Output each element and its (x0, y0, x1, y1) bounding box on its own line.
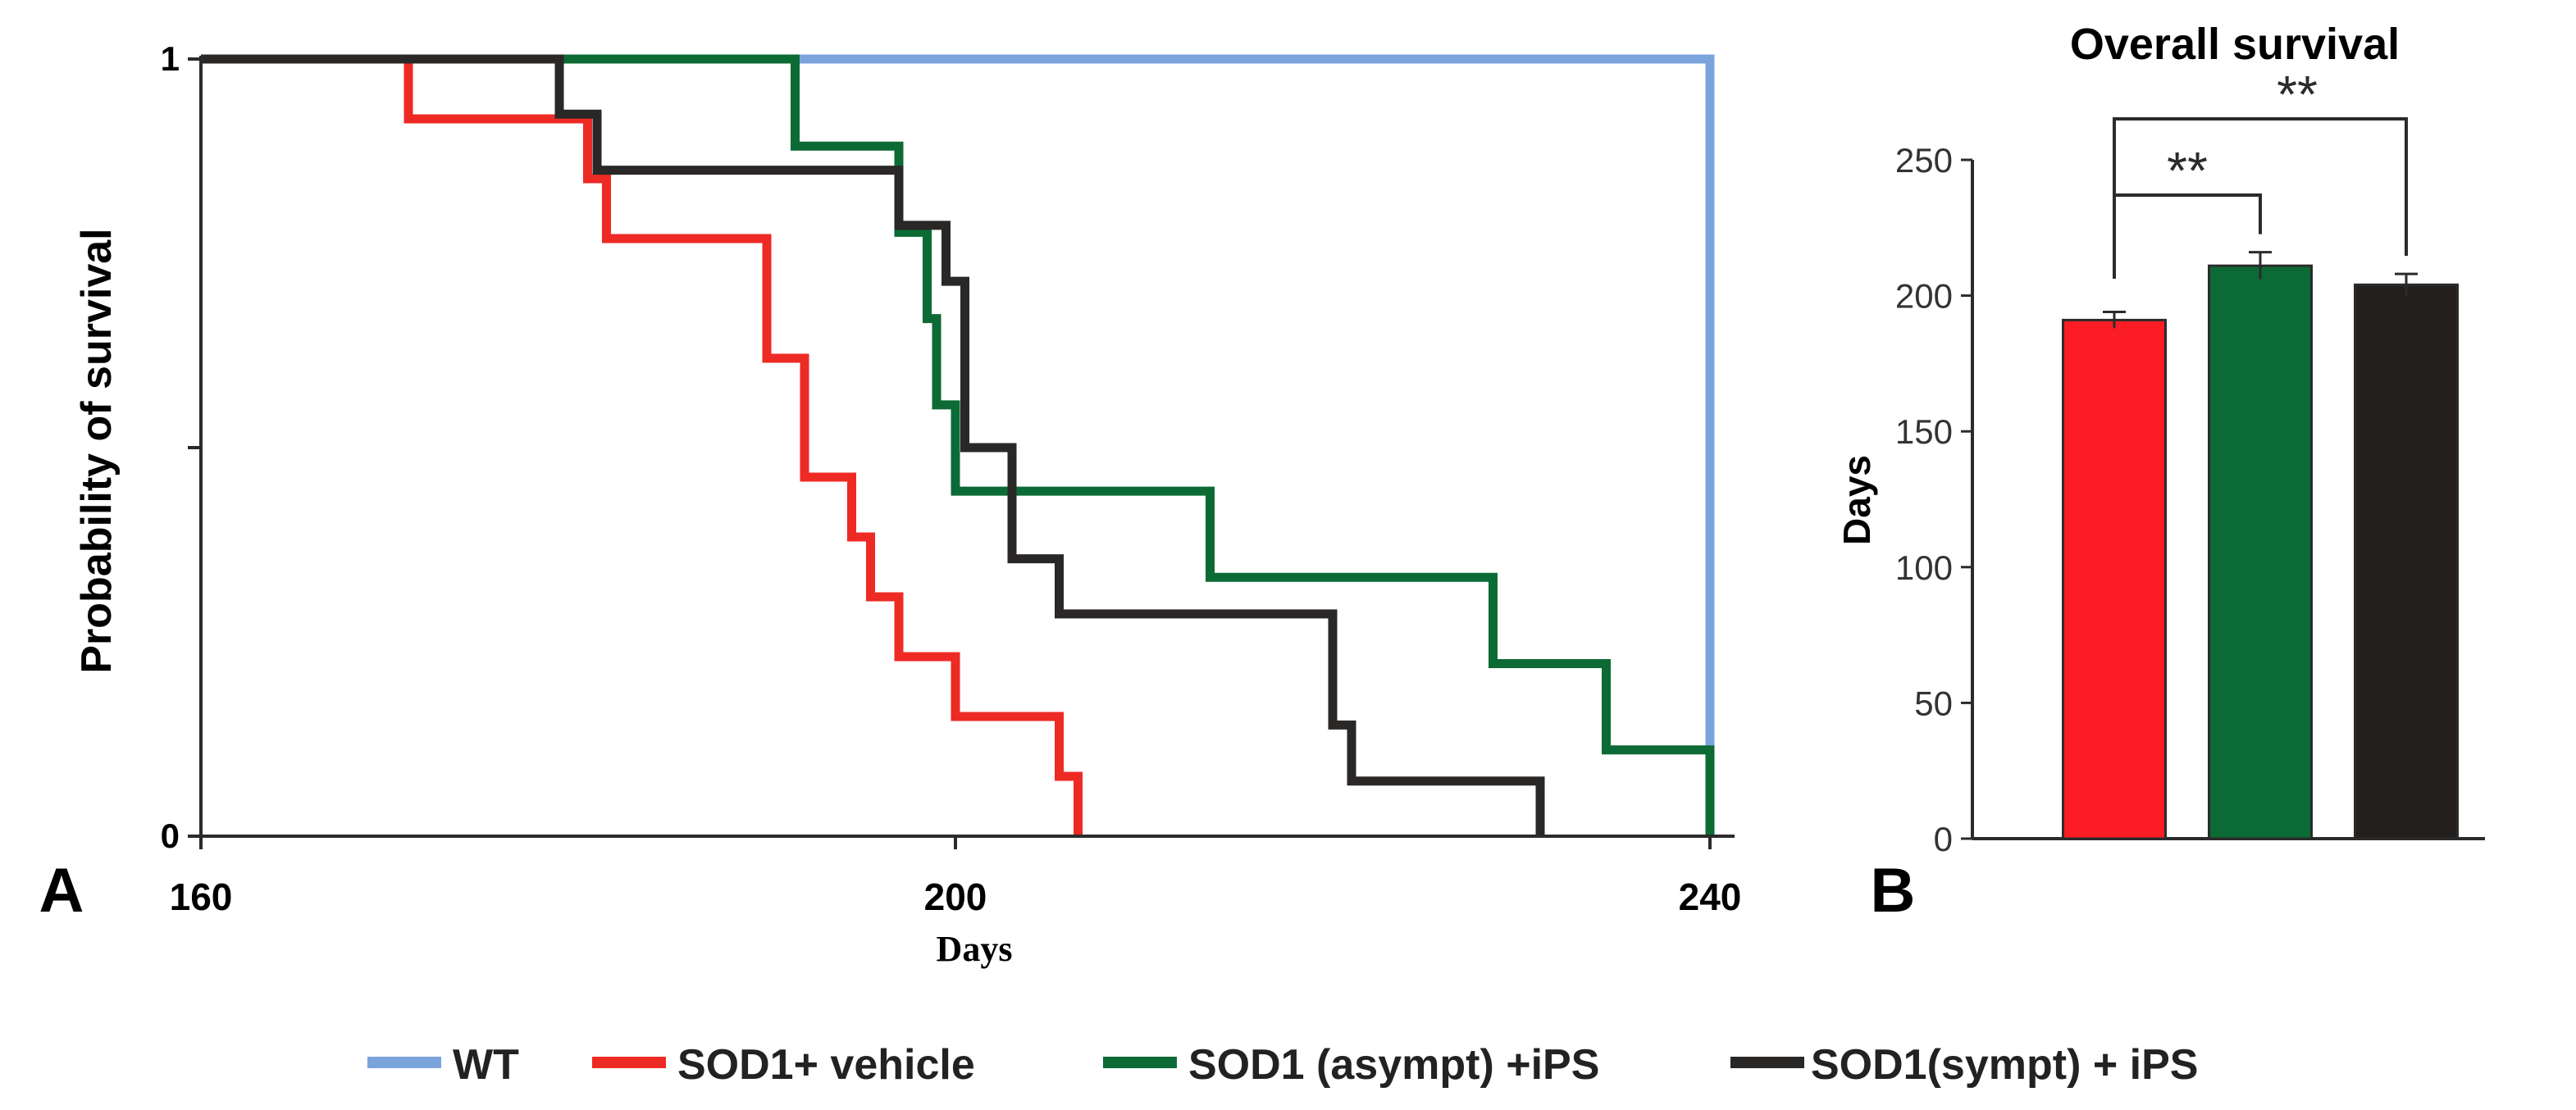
legend-item-sod1-sympt-ips: SOD1(sympt) + iPS (1730, 1041, 2198, 1089)
significance-brackets: ** ** (2113, 65, 2408, 279)
bar-y-tick-label: 0 (1934, 820, 1953, 858)
bar-y-tick-label: 100 (1895, 548, 1953, 587)
legend-label-wt: WT (453, 1041, 519, 1089)
significance-bracket (2113, 117, 2408, 271)
series-line-sod1-sympt-ips (201, 54, 1545, 836)
legend-label-sod1-vehicle: SOD1+ vehicle (677, 1041, 975, 1089)
survival-x-tick-label: 240 (1679, 876, 1742, 918)
panel-b-label: B (1871, 856, 1916, 926)
bar-y-tick-label: 250 (1895, 141, 1953, 180)
legend-item-sod1-asympt-ips: SOD1 (asympt) +iPS (1103, 1041, 1599, 1089)
legend: WT SOD1+ vehicle SOD1 (asympt) +iPS SOD1… (367, 1041, 2198, 1089)
series-line-sod1-asympt-ips (201, 54, 1715, 836)
bar-sod1-asympt-ips (2208, 264, 2313, 840)
bar-axes: 0 50 100 150 200 250 (1895, 141, 2485, 858)
survival-y-tick-label: 0 (161, 817, 180, 855)
bar-sod1-vehicle (2062, 318, 2167, 840)
overall-survival-panel: Overall survival Days 0 50 100 150 200 250 **… (1835, 20, 2485, 926)
bar-y-axis-label: Days (1835, 455, 1878, 545)
survival-x-tick-label: 160 (170, 876, 233, 918)
survival-x-tick-label: 200 (924, 876, 987, 918)
significance-label: ** (2277, 65, 2318, 124)
legend-item-sod1-vehicle: SOD1+ vehicle (592, 1041, 975, 1089)
bar-y-tick-label: 200 (1895, 277, 1953, 316)
survival-curves (201, 54, 1715, 836)
bars (2062, 251, 2459, 840)
bar-sod1-sympt-ips (2354, 283, 2459, 840)
legend-label-sod1-asympt-ips: SOD1 (asympt) +iPS (1188, 1041, 1599, 1089)
bar-y-tick-label: 150 (1895, 412, 1953, 451)
panel-a-label: A (39, 856, 84, 926)
bar-y-tick-label: 50 (1914, 684, 1953, 722)
survival-y-axis-label: Probability of survival (73, 228, 121, 673)
legend-item-wt: WT (367, 1041, 519, 1089)
survival-axes: 0 1 160 200 240 (161, 39, 1742, 918)
significance-label: ** (2167, 141, 2208, 200)
bar-chart-title: Overall survival (2070, 20, 2400, 69)
survival-x-axis-label: Days (937, 929, 1013, 969)
series-line-sod1-vehicle (201, 54, 1083, 836)
survival-curve-panel: 0 1 160 200 240 Probability of survival Days… (39, 39, 1742, 969)
survival-y-tick-label: 1 (161, 39, 180, 78)
legend-label-sod1-sympt-ips: SOD1(sympt) + iPS (1811, 1041, 2198, 1089)
